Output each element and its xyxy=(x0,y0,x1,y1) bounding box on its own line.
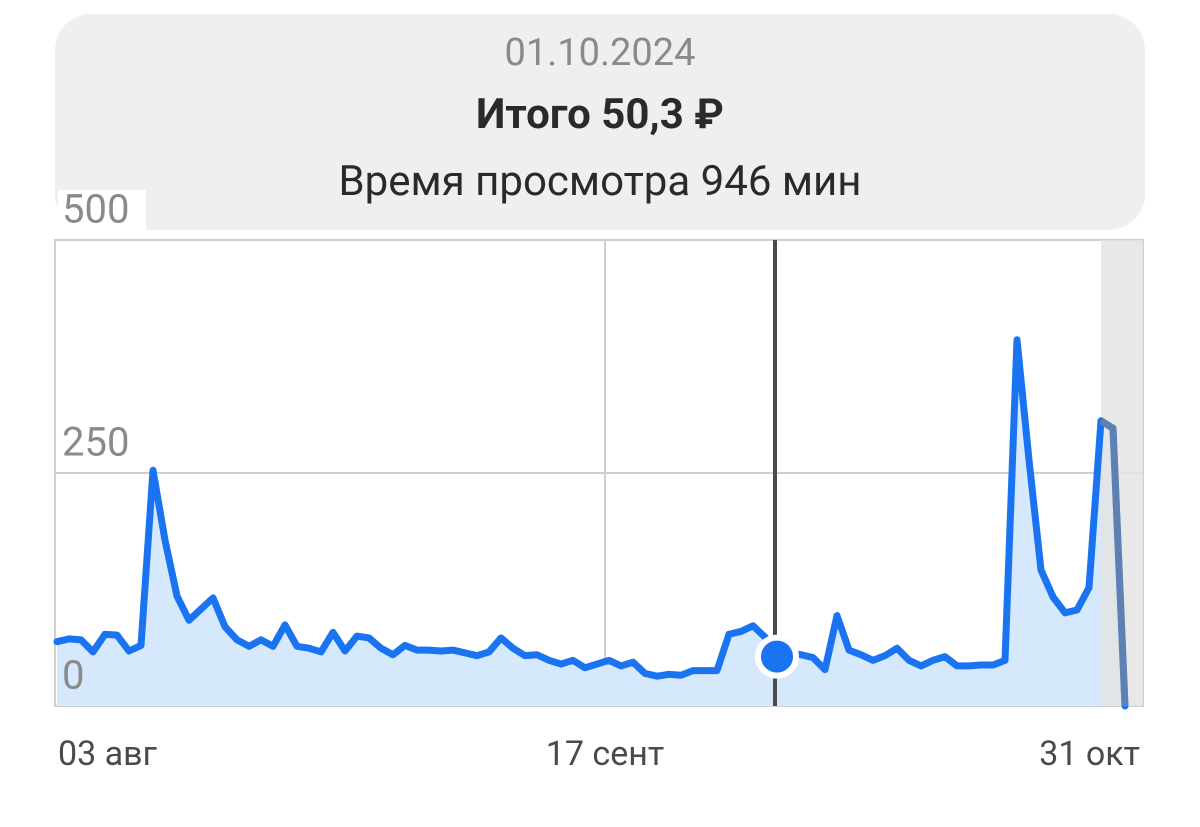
total-amount: Итого 50,3 ₽ xyxy=(476,90,724,139)
line xyxy=(53,336,1129,710)
incomplete-line xyxy=(1099,417,1129,707)
x-tick-label: 17 сент xyxy=(546,734,664,774)
y-tick-label: 250 xyxy=(62,419,129,466)
x-tick-label: 03 авг xyxy=(58,734,157,774)
tick-label-bg xyxy=(58,190,146,236)
y-tick-label: 500 xyxy=(62,186,129,233)
x-tick-label: 31 окт xyxy=(1039,734,1140,774)
watch-time: Время просмотра 946 мин xyxy=(339,157,862,206)
area-fill xyxy=(57,339,1125,706)
selection-point xyxy=(755,634,799,679)
y-tick-label: 0 xyxy=(62,652,84,699)
header-panel xyxy=(55,14,1145,230)
selected-date: 01.10.2024 xyxy=(505,31,696,75)
